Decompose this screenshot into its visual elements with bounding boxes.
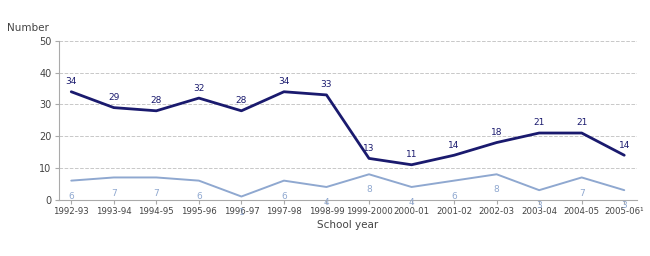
- Text: 28: 28: [236, 96, 247, 105]
- Homicides at school: [535, 132, 543, 135]
- Text: 21: 21: [534, 119, 545, 127]
- Line: Suicides at school: Suicides at school: [72, 174, 624, 197]
- Homicides at school: [578, 132, 586, 135]
- Homicides at school: [322, 93, 330, 97]
- Suicides at school: [237, 195, 245, 198]
- Suicides at school: [110, 176, 118, 179]
- Suicides at school: [153, 176, 161, 179]
- Homicides at school: [237, 109, 245, 112]
- Suicides at school: [322, 185, 330, 188]
- Text: 28: 28: [151, 96, 162, 105]
- Text: 34: 34: [66, 77, 77, 86]
- Homicides at school: [450, 154, 458, 157]
- Suicides at school: [365, 173, 373, 176]
- Text: Number: Number: [6, 23, 48, 33]
- Text: 33: 33: [320, 80, 332, 89]
- Suicides at school: [493, 173, 500, 176]
- Text: 29: 29: [108, 93, 120, 102]
- Line: Homicides at school: Homicides at school: [72, 92, 624, 165]
- Suicides at school: [68, 179, 75, 182]
- Suicides at school: [535, 189, 543, 192]
- Text: 8: 8: [494, 185, 499, 194]
- X-axis label: School year: School year: [317, 220, 378, 230]
- Homicides at school: [365, 157, 373, 160]
- Homicides at school: [620, 154, 628, 157]
- Text: 1: 1: [239, 208, 244, 217]
- Text: 6: 6: [68, 192, 74, 201]
- Text: 6: 6: [196, 192, 202, 201]
- Homicides at school: [408, 163, 415, 166]
- Text: 11: 11: [406, 150, 417, 159]
- Text: 14: 14: [448, 141, 460, 150]
- Homicides at school: [280, 90, 288, 93]
- Text: 14: 14: [619, 141, 630, 150]
- Homicides at school: [110, 106, 118, 109]
- Text: 4: 4: [409, 198, 414, 207]
- Suicides at school: [280, 179, 288, 182]
- Homicides at school: [153, 109, 161, 112]
- Suicides at school: [195, 179, 203, 182]
- Text: 8: 8: [366, 185, 372, 194]
- Text: 7: 7: [111, 189, 116, 198]
- Text: 7: 7: [153, 189, 159, 198]
- Text: 34: 34: [278, 77, 290, 86]
- Text: 7: 7: [579, 189, 584, 198]
- Text: 6: 6: [451, 192, 457, 201]
- Text: 32: 32: [193, 83, 205, 92]
- Text: 4: 4: [324, 198, 330, 207]
- Suicides at school: [450, 179, 458, 182]
- Suicides at school: [408, 185, 415, 188]
- Text: 3: 3: [536, 201, 542, 210]
- Homicides at school: [195, 97, 203, 100]
- Suicides at school: [620, 189, 628, 192]
- Suicides at school: [578, 176, 586, 179]
- Homicides at school: [68, 90, 75, 93]
- Text: 13: 13: [363, 144, 375, 153]
- Text: 18: 18: [491, 128, 502, 137]
- Text: 3: 3: [621, 201, 627, 210]
- Text: 21: 21: [576, 119, 588, 127]
- Text: 6: 6: [281, 192, 287, 201]
- Homicides at school: [493, 141, 500, 144]
